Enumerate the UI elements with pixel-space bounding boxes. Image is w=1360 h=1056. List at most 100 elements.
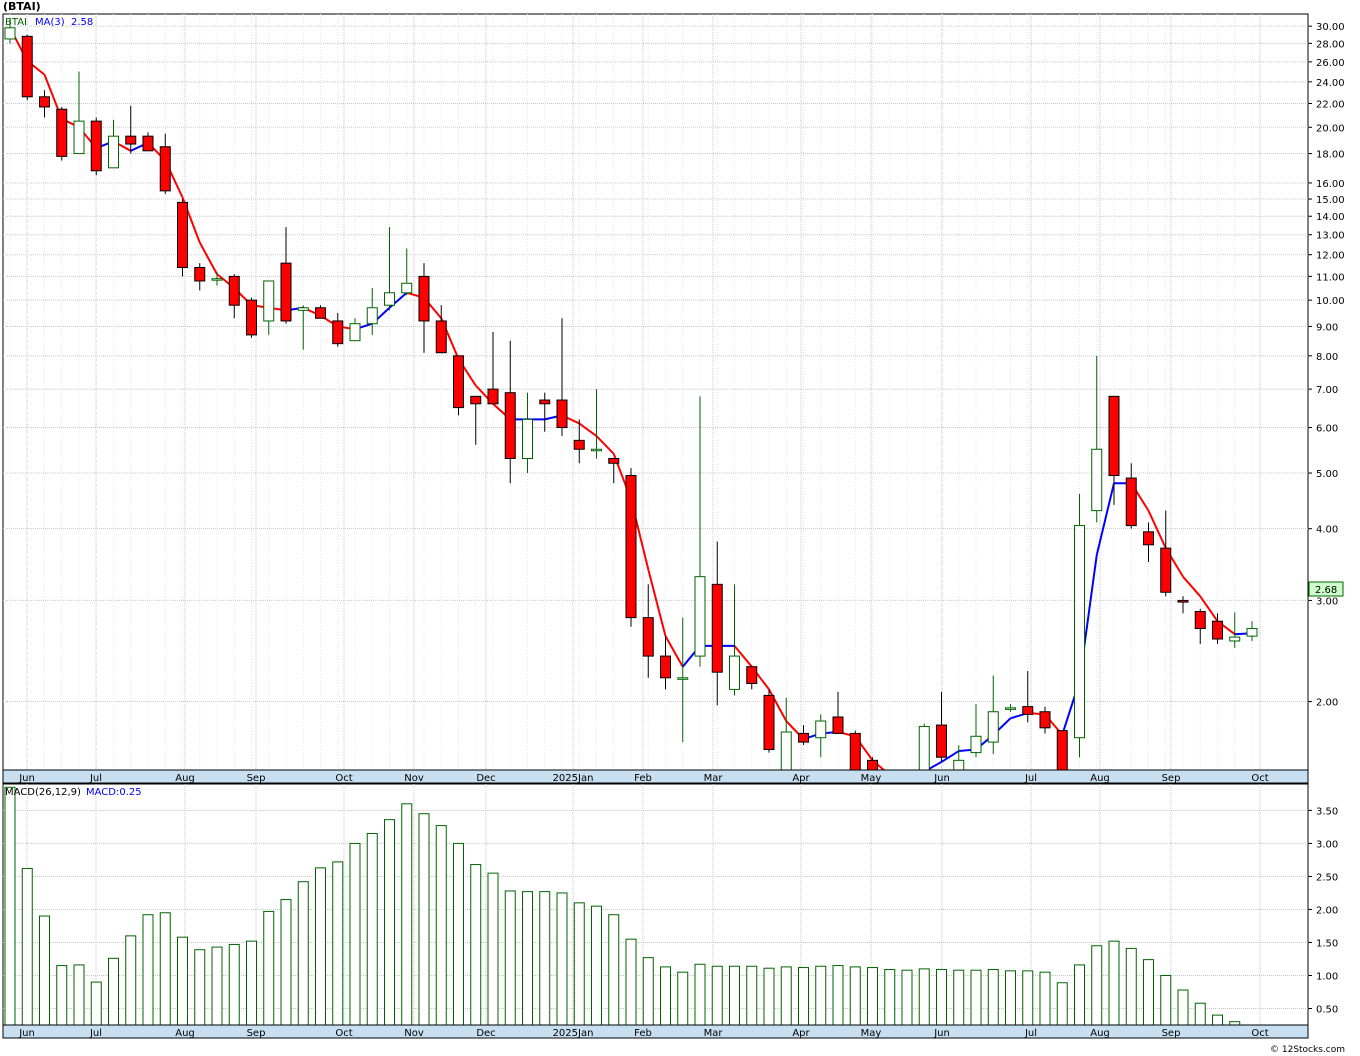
candle-body: [642, 617, 654, 657]
candle-body: [711, 583, 723, 673]
candle: [970, 704, 982, 758]
macd-bar: [849, 966, 861, 1026]
macd-bar: [487, 872, 499, 1026]
price-tick-label: 16.00: [1316, 179, 1345, 190]
candle: [608, 458, 620, 484]
macd-bar: [332, 861, 344, 1026]
macd-bar: [1108, 940, 1120, 1026]
candle: [660, 636, 671, 690]
macd-tick-label: 1.00: [1316, 971, 1338, 982]
macd-panel: 3.50 3.00 2.50 2.00 1.50 1.00 0.50 Jun Jul Aug Se…: [2, 783, 1338, 1039]
candle-body: [453, 355, 464, 409]
macd-bars: [4, 786, 1241, 1026]
candle: [625, 468, 637, 627]
macd-bar: [694, 963, 706, 1026]
price-month-label: Aug: [1090, 773, 1110, 784]
price-tick-label: 11.00: [1316, 272, 1345, 283]
candle-body: [401, 282, 413, 294]
macd-bar: [591, 905, 602, 1026]
macd-bar: [1160, 974, 1172, 1026]
price-tick-label: 2.00: [1316, 698, 1338, 709]
macd-bar: [1143, 959, 1154, 1026]
price-tick-label: 5.00: [1316, 469, 1338, 480]
price-month-label: Mar: [704, 773, 724, 784]
candle: [987, 675, 999, 755]
candle-body: [39, 96, 50, 108]
price-month-label: Dec: [476, 773, 495, 784]
macd-bar: [901, 969, 913, 1026]
candle: [159, 133, 171, 195]
price-tick-label: 12.00: [1316, 251, 1345, 262]
candle-body: [21, 35, 33, 98]
candle-body: [1091, 448, 1103, 512]
macd-bar: [1177, 989, 1189, 1026]
ma-segment: [1199, 595, 1219, 622]
candle: [1160, 510, 1172, 597]
candle: [418, 263, 430, 353]
chart-title: (BTAI): [3, 0, 41, 13]
candle: [194, 263, 206, 291]
macd-bar: [763, 967, 775, 1026]
candle-body: [780, 731, 792, 774]
candle-body: [246, 299, 257, 336]
macd-month-label: Mar: [704, 1028, 724, 1039]
price-tick-label: 7.00: [1316, 385, 1338, 396]
macd-bar: [608, 914, 620, 1026]
price-month-label: Apr: [792, 773, 810, 784]
candle-body: [194, 266, 206, 282]
macd-bar: [953, 969, 965, 1026]
candle: [401, 248, 413, 296]
last-price-tag: 2.68: [1308, 581, 1344, 597]
candle: [263, 280, 275, 335]
candle-body: [349, 323, 361, 342]
candle-body: [1039, 711, 1051, 729]
candle-body: [470, 395, 482, 405]
price-month-label: Jul: [89, 773, 102, 784]
candle: [815, 714, 827, 758]
legend-ma-label: MA(3): [35, 17, 65, 28]
candle: [280, 227, 292, 324]
macd-tick-label: 3.50: [1316, 806, 1338, 817]
macd-month-label: Oct: [1251, 1028, 1268, 1039]
price-tick-label: 8.00: [1316, 352, 1338, 363]
candle-body: [211, 278, 223, 281]
candle: [936, 691, 947, 762]
price-month-label: May: [861, 773, 882, 784]
macd-month-axis: Jun Jul Aug Sep Oct Nov Dec 2025Jan Feb Mar Apr May…: [18, 1028, 1269, 1039]
candle-body: [539, 399, 551, 405]
macd-bar: [642, 957, 654, 1026]
macd-bar: [504, 890, 516, 1026]
candle-body: [418, 275, 430, 322]
candle: [832, 691, 844, 734]
candle-body: [280, 262, 292, 322]
price-panel: 30.00 28.00 26.00 24.00 22.00 20.00 18.00 16.00…: [2, 13, 1345, 815]
macd-bar: [573, 902, 585, 1026]
candle: [1212, 613, 1223, 644]
candle: [1143, 522, 1154, 562]
candle-body: [625, 475, 637, 619]
candle-body: [263, 280, 275, 322]
candle-body: [1177, 599, 1189, 603]
candle-body: [504, 392, 516, 460]
macd-bar: [815, 965, 827, 1026]
macd-bar: [228, 943, 240, 1026]
macd-bar: [366, 833, 378, 1026]
macd-bar: [263, 910, 275, 1026]
candle: [315, 305, 326, 319]
candle-body: [1108, 395, 1120, 477]
macd-bar: [780, 966, 792, 1026]
macd-bar: [297, 881, 309, 1026]
candle: [763, 689, 775, 753]
ma-segment: [578, 422, 598, 437]
candle-body: [677, 677, 689, 680]
price-tick-label: 14.00: [1316, 212, 1345, 223]
macd-month-label: Nov: [404, 1028, 424, 1039]
candle: [522, 392, 533, 474]
legend-ma-value: 2.58: [71, 17, 93, 28]
candle: [746, 666, 758, 690]
candle: [56, 106, 68, 161]
ma-segment: [1147, 510, 1167, 549]
macd-legend-value: MACD:0.25: [86, 787, 142, 798]
macd-bar: [936, 969, 947, 1026]
macd-bar: [539, 891, 551, 1026]
